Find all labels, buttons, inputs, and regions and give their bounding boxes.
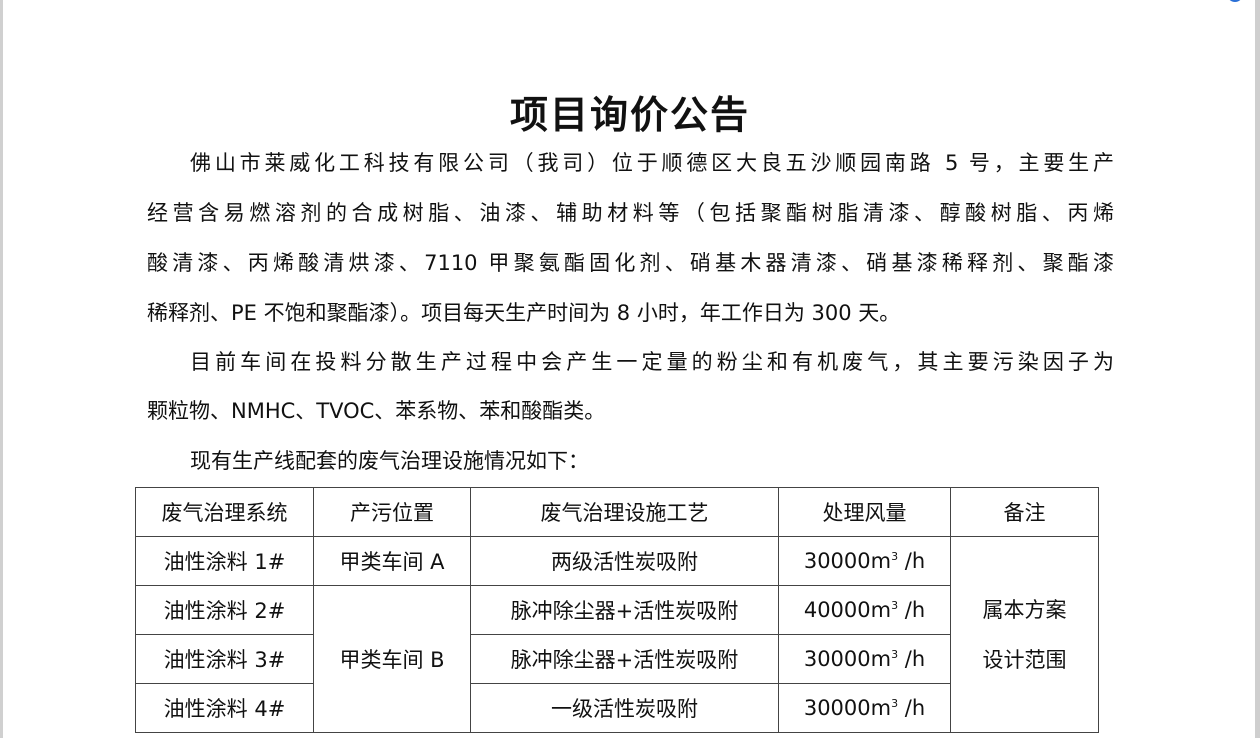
- remark-line: 设计范围: [982, 647, 1067, 672]
- table-row: 油性涂料 1# 甲类车间 A 两级活性炭吸附 30000m3 /h 属本方案 设计…: [135, 536, 1099, 733]
- remark-cell: 属本方案 设计范围: [950, 536, 1099, 733]
- flow-unit: /h: [898, 647, 926, 671]
- flow-sup: 3: [891, 648, 899, 661]
- flow-unit: /h: [898, 598, 926, 622]
- paragraph-line: 佛山市莱威化工科技有限公司（我司）位于顺德区大良五沙顺园南路 5 号，主要生产: [190, 151, 1114, 175]
- floating-button[interactable]: [1227, 0, 1243, 2]
- paragraph-line: 颗粒物、NMHC、TVOC、苯系物、苯和酸酯类。: [147, 399, 606, 423]
- flow-cell: 30000m3 /h: [778, 536, 951, 586]
- flow-cell: 30000m3 /h: [778, 634, 951, 684]
- system-cell: 油性涂料 2#: [135, 585, 314, 635]
- facilities-table: 废气治理系统 产污位置 废气治理设施工艺 处理风量 备注 油性涂料 1# 甲类车…: [135, 487, 1099, 733]
- page-left-edge: [0, 0, 3, 738]
- flow-sup: 3: [891, 599, 899, 612]
- flow-sup: 3: [891, 550, 899, 563]
- flow-value: 40000m: [803, 598, 892, 622]
- system-cell: 油性涂料 3#: [135, 634, 314, 684]
- header-cell: 处理风量: [778, 487, 951, 537]
- flow-value: 30000m: [803, 696, 892, 720]
- paragraph-line: 目前车间在投料分散生产过程中会产生一定量的粉尘和有机废气，其主要污染因子为: [190, 350, 1114, 374]
- system-cell: 油性涂料 4#: [135, 683, 314, 733]
- flow-value: 30000m: [803, 549, 892, 573]
- flow-unit: /h: [898, 549, 926, 573]
- paragraph-line: 酸清漆、丙烯酸清烘漆、7110 甲聚氨酯固化剂、硝基木器清漆、硝基漆稀释剂、聚酯…: [147, 251, 1114, 275]
- flow-sup: 3: [891, 697, 899, 710]
- table-row: 油性涂料 2# 甲类车间 B 脉冲除尘器+活性炭吸附 40000m3 /h: [135, 585, 1099, 733]
- paragraph-line: 稀释剂、PE 不饱和聚酯漆）。项目每天生产时间为 8 小时，年工作日为 300 …: [147, 301, 901, 325]
- flow-cell: 40000m3 /h: [778, 585, 951, 635]
- remark-line: 属本方案: [982, 597, 1067, 622]
- header-cell: 备注: [950, 487, 1099, 537]
- table-row: 油性涂料 4# 一级活性炭吸附 30000m3 /h: [135, 683, 1099, 733]
- process-cell: 脉冲除尘器+活性炭吸附: [470, 634, 779, 684]
- flow-unit: /h: [898, 696, 926, 720]
- paragraph-line: 现有生产线配套的废气治理设施情况如下：: [190, 449, 589, 473]
- page-title: 项目询价公告: [509, 93, 750, 137]
- table-header-row: 废气治理系统 产污位置 废气治理设施工艺 处理风量 备注: [135, 487, 1099, 537]
- flow-value: 30000m: [803, 647, 892, 671]
- header-cell: 产污位置: [313, 487, 471, 537]
- header-cell: 废气治理系统: [135, 487, 314, 537]
- scrollbar[interactable]: [1255, 0, 1260, 738]
- header-cell: 废气治理设施工艺: [470, 487, 779, 537]
- location-cell: 甲类车间 A: [313, 536, 471, 586]
- process-cell: 一级活性炭吸附: [470, 683, 779, 733]
- table-row: 油性涂料 3# 脉冲除尘器+活性炭吸附 30000m3 /h: [135, 634, 1099, 684]
- system-cell: 油性涂料 1#: [135, 536, 314, 586]
- process-cell: 脉冲除尘器+活性炭吸附: [470, 585, 779, 635]
- paragraph-line: 经营含易燃溶剂的合成树脂、油漆、辅助材料等（包括聚酯树脂清漆、醇酸树脂、丙烯: [147, 201, 1114, 225]
- location-cell: 甲类车间 B: [313, 585, 471, 733]
- flow-cell: 30000m3 /h: [778, 683, 951, 733]
- process-cell: 两级活性炭吸附: [470, 536, 779, 586]
